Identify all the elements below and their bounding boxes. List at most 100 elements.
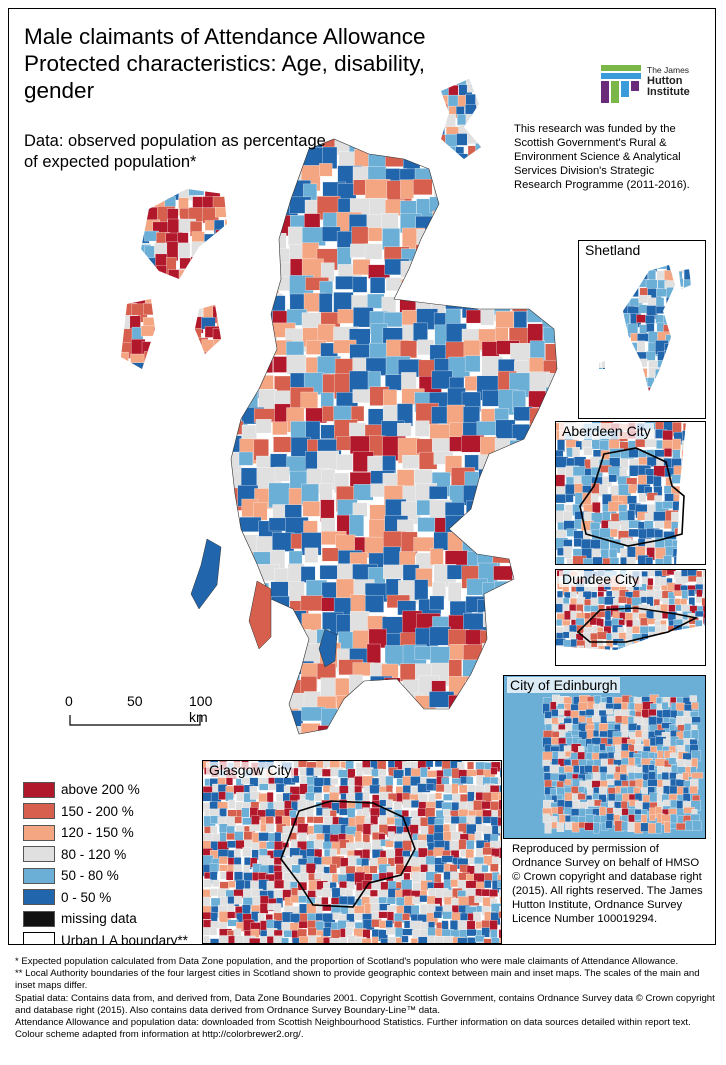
subtitle-line: of expected population* xyxy=(24,153,197,171)
data-zone xyxy=(430,548,444,566)
data-zone xyxy=(542,231,557,254)
data-zone xyxy=(683,269,691,281)
legend-item: 0 - 50 % xyxy=(23,887,213,909)
data-zone xyxy=(266,792,274,804)
data-zone xyxy=(599,286,604,301)
data-zone xyxy=(464,232,487,253)
data-zone xyxy=(546,245,557,264)
data-zone xyxy=(497,776,501,785)
data-zone xyxy=(647,387,661,391)
data-zone xyxy=(497,809,501,822)
data-zone xyxy=(347,935,357,943)
data-zone xyxy=(600,341,609,356)
edinburgh-inset: City of Edinburgh xyxy=(503,675,706,839)
data-zone xyxy=(542,213,557,228)
data-zone xyxy=(509,440,535,457)
data-zone xyxy=(682,786,689,794)
data-zone xyxy=(431,228,456,253)
data-zone xyxy=(577,793,586,800)
data-zone xyxy=(231,664,249,684)
data-zone xyxy=(202,277,215,297)
data-zone xyxy=(480,436,497,457)
logo-mark-icon xyxy=(601,65,641,103)
data-zone xyxy=(225,328,227,343)
data-zone xyxy=(664,306,674,320)
data-zone xyxy=(498,911,501,919)
data-zone xyxy=(601,265,616,273)
data-zone xyxy=(446,404,465,426)
data-zone xyxy=(466,823,477,836)
data-zone xyxy=(671,474,684,484)
data-zone xyxy=(688,589,695,597)
data-zone xyxy=(557,439,565,452)
data-zone xyxy=(599,304,600,315)
data-zone xyxy=(238,663,264,688)
data-zone xyxy=(669,785,679,794)
data-zone xyxy=(240,306,263,331)
data-zone xyxy=(512,198,532,215)
data-zone xyxy=(664,821,671,833)
james-hutton-logo: The James Hutton Institute xyxy=(599,61,709,109)
data-zone xyxy=(493,139,512,153)
data-zone xyxy=(494,515,509,532)
data-zone xyxy=(378,896,387,904)
data-zone xyxy=(201,339,216,353)
data-zone xyxy=(190,290,208,301)
data-zone xyxy=(498,799,501,812)
data-zone xyxy=(601,377,610,388)
data-zone xyxy=(528,390,552,408)
data-zone xyxy=(499,784,501,796)
funding-line: Research Programme (2011-2016). xyxy=(514,179,690,191)
data-zone xyxy=(672,295,683,308)
data-zone xyxy=(692,269,706,280)
funding-line: Scottish Government's Rural & xyxy=(514,137,667,149)
legend-label: 80 - 120 % xyxy=(61,846,127,862)
data-zone xyxy=(510,213,537,234)
data-zone xyxy=(690,323,691,332)
data-zone xyxy=(225,871,234,881)
data-zone xyxy=(231,214,250,239)
data-zone xyxy=(298,895,308,903)
data-zone xyxy=(599,358,601,370)
data-zone xyxy=(700,513,706,522)
data-zone xyxy=(400,709,417,724)
data-zone xyxy=(565,493,574,503)
data-zone xyxy=(498,468,524,482)
data-zone xyxy=(180,279,196,291)
funding-line: Environment Science & Analytical xyxy=(514,151,681,163)
data-zone xyxy=(432,246,452,271)
data-zone xyxy=(380,938,389,943)
data-zone xyxy=(239,628,255,652)
data-zone xyxy=(395,937,404,943)
data-zone xyxy=(656,265,669,270)
logo-text: The James Hutton Institute xyxy=(647,65,690,98)
data-zone xyxy=(233,895,243,905)
data-zone xyxy=(383,564,404,579)
data-zone xyxy=(304,547,319,563)
data-zone xyxy=(321,888,332,898)
data-zone xyxy=(558,217,579,238)
data-zone xyxy=(191,231,205,244)
data-zone xyxy=(204,242,221,259)
data-zone xyxy=(179,340,197,354)
data-zone xyxy=(571,822,580,833)
data-zone xyxy=(272,532,295,552)
data-zone xyxy=(370,815,379,825)
data-zone xyxy=(231,642,248,667)
data-zone xyxy=(647,779,659,787)
data-zone xyxy=(273,889,284,899)
data-zone xyxy=(514,226,529,247)
data-zone xyxy=(382,228,400,250)
data-zone xyxy=(673,368,689,382)
data-zone xyxy=(204,233,222,248)
data-zone xyxy=(429,626,451,646)
data-zone xyxy=(177,354,188,369)
data-zone xyxy=(499,832,501,843)
data-zone xyxy=(648,764,655,771)
data-zone xyxy=(629,378,642,391)
data-zone xyxy=(609,557,620,564)
data-zone xyxy=(654,520,665,529)
data-zone xyxy=(690,279,691,294)
data-zone xyxy=(190,256,201,275)
data-zone xyxy=(121,366,136,369)
